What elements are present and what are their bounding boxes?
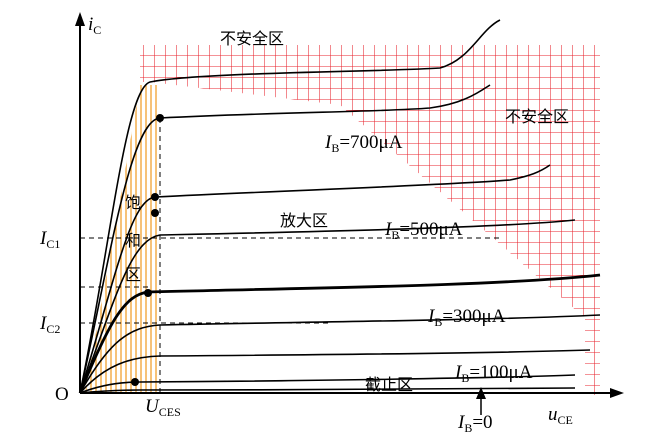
curve-label: IB=0 bbox=[457, 412, 493, 435]
var: I bbox=[384, 219, 393, 240]
region-label: 截止区 bbox=[365, 375, 413, 394]
var: i bbox=[88, 14, 93, 35]
saturation-hatch bbox=[85, 85, 160, 393]
var: I bbox=[457, 412, 466, 433]
rest: =700μA bbox=[339, 132, 402, 153]
curve-label: IB=100μA bbox=[454, 362, 533, 385]
axes bbox=[75, 12, 624, 398]
sub: CE bbox=[558, 413, 573, 427]
var: u bbox=[548, 404, 558, 425]
sub: CES bbox=[159, 405, 181, 419]
var: I bbox=[39, 228, 48, 249]
sub: B bbox=[391, 228, 399, 242]
region-label: 和 bbox=[125, 231, 141, 250]
rest: =500μA bbox=[399, 219, 462, 240]
region-label: 放大区 bbox=[280, 211, 328, 230]
origin: O bbox=[55, 384, 69, 405]
var: I bbox=[324, 132, 333, 153]
var: I bbox=[427, 306, 436, 327]
ic2: IC2 bbox=[39, 313, 60, 336]
var: I bbox=[454, 362, 463, 383]
arrowhead bbox=[476, 387, 486, 399]
sub: B bbox=[464, 421, 472, 435]
ic1: IC1 bbox=[39, 228, 60, 251]
sub: B bbox=[461, 371, 469, 385]
y-axis-label: iC bbox=[88, 14, 101, 37]
curves bbox=[78, 19, 601, 394]
rest: =300μA bbox=[442, 306, 505, 327]
region-label: 不安全区 bbox=[505, 107, 569, 126]
region-label: 区 bbox=[125, 265, 141, 284]
sub: B bbox=[434, 315, 442, 329]
curve-label: IB=300μA bbox=[427, 306, 506, 329]
curve-label: IB=500μA bbox=[384, 219, 463, 242]
region-label: 不安全区 bbox=[220, 29, 284, 48]
uces: UCES bbox=[145, 396, 181, 419]
rest: =100μA bbox=[469, 362, 532, 383]
var: I bbox=[39, 313, 48, 334]
region-label: 饱 bbox=[125, 193, 141, 212]
sub: C1 bbox=[46, 237, 60, 251]
rest: =0 bbox=[472, 412, 492, 433]
unsafe-region bbox=[140, 45, 600, 395]
sub: C bbox=[93, 23, 101, 37]
var: U bbox=[145, 396, 160, 417]
sub: B bbox=[331, 141, 339, 155]
x-axis-label: uCE bbox=[548, 404, 573, 427]
sub: C2 bbox=[46, 322, 60, 336]
curve-label: IB=700μA bbox=[324, 132, 403, 155]
